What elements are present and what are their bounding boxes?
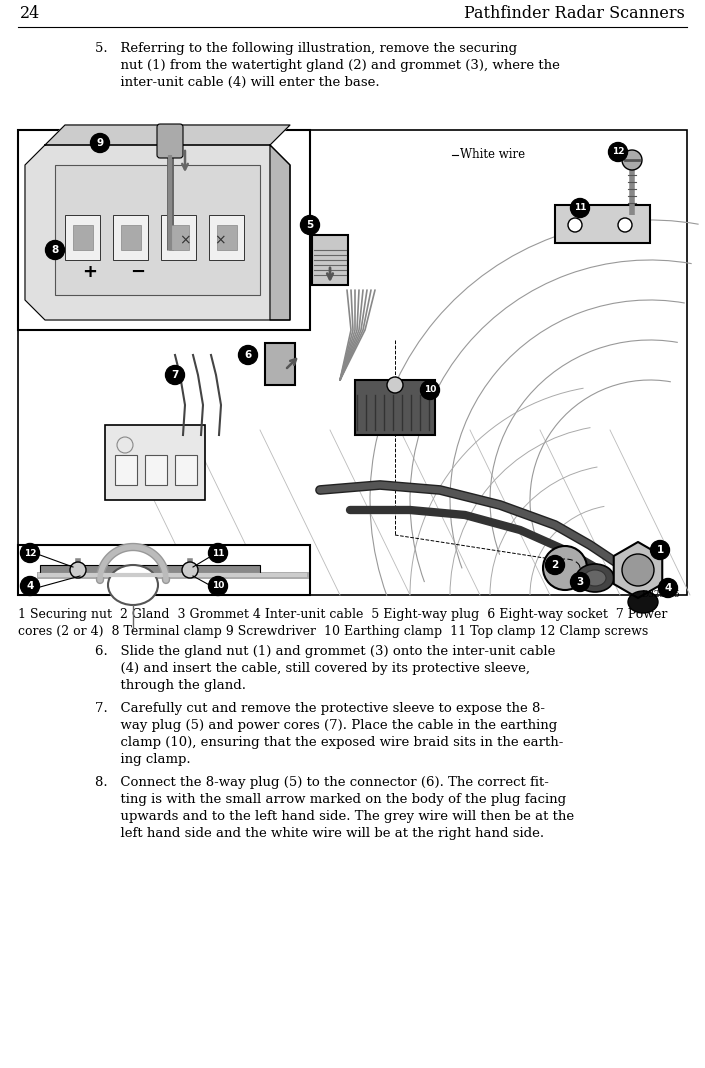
Text: 24: 24	[20, 5, 40, 22]
Bar	[113, 215, 148, 260]
Bar	[73, 225, 93, 250]
Ellipse shape	[576, 564, 614, 592]
Circle shape	[20, 577, 39, 596]
Text: 4: 4	[664, 583, 672, 593]
Text: +: +	[82, 263, 97, 281]
Text: 6.   Slide the gland nut (1) and grommet (3) onto the inter-unit cable: 6. Slide the gland nut (1) and grommet (…	[95, 645, 556, 658]
Bar	[555, 205, 650, 244]
Text: ×: ×	[179, 233, 191, 247]
Text: clamp (10), ensuring that the exposed wire braid sits in the earth-: clamp (10), ensuring that the exposed wi…	[95, 736, 563, 749]
Text: ×: ×	[214, 233, 226, 247]
Bar	[115, 455, 137, 485]
Text: 9: 9	[97, 138, 104, 148]
Text: 8: 8	[51, 245, 59, 255]
Text: inter-unit cable (4) will enter the base.: inter-unit cable (4) will enter the base…	[95, 76, 379, 89]
Ellipse shape	[108, 565, 158, 604]
Circle shape	[420, 380, 439, 399]
Bar	[175, 455, 197, 485]
Circle shape	[300, 216, 319, 235]
Polygon shape	[614, 541, 662, 598]
Circle shape	[20, 544, 39, 563]
Circle shape	[90, 134, 109, 153]
Text: 5.   Referring to the following illustration, remove the securing: 5. Referring to the following illustrati…	[95, 42, 517, 54]
Circle shape	[543, 546, 587, 590]
Bar	[40, 565, 260, 575]
Bar	[355, 380, 435, 435]
Bar	[169, 225, 189, 250]
Text: nut (1) from the watertight gland (2) and grommet (3), where the: nut (1) from the watertight gland (2) an…	[95, 59, 560, 72]
Ellipse shape	[628, 591, 658, 613]
Ellipse shape	[584, 570, 606, 586]
FancyBboxPatch shape	[105, 425, 205, 500]
Circle shape	[546, 555, 565, 575]
Text: left hand side and the white wire will be at the right hand side.: left hand side and the white wire will b…	[95, 827, 544, 841]
Bar	[18, 130, 310, 330]
Text: White wire: White wire	[460, 148, 525, 161]
Circle shape	[387, 377, 403, 393]
Text: upwards and to the left hand side. The grey wire will then be at the: upwards and to the left hand side. The g…	[95, 810, 574, 823]
Circle shape	[209, 577, 228, 596]
Bar	[145, 455, 167, 485]
Circle shape	[209, 544, 228, 563]
Bar	[65, 215, 100, 260]
Bar	[265, 343, 295, 384]
Polygon shape	[25, 145, 290, 320]
Bar	[18, 130, 687, 595]
Text: −: −	[130, 263, 145, 281]
Text: 7.   Carefully cut and remove the protective sleeve to expose the 8-: 7. Carefully cut and remove the protecti…	[95, 702, 545, 714]
Text: D3230-5: D3230-5	[642, 590, 680, 599]
Circle shape	[651, 540, 670, 560]
FancyBboxPatch shape	[157, 124, 183, 158]
Circle shape	[238, 346, 257, 364]
Text: 12: 12	[612, 147, 624, 157]
Bar	[18, 545, 310, 595]
Circle shape	[622, 554, 654, 586]
Circle shape	[70, 562, 86, 578]
Text: 1: 1	[656, 545, 663, 555]
Circle shape	[182, 562, 198, 578]
Bar	[217, 225, 237, 250]
Polygon shape	[270, 145, 290, 320]
Text: ting is with the small arrow marked on the body of the plug facing: ting is with the small arrow marked on t…	[95, 794, 566, 806]
Circle shape	[166, 365, 185, 384]
Bar	[121, 225, 141, 250]
Text: cores (2 or 4)  8 Terminal clamp 9 Screwdriver  10 Earthing clamp  11 Top clamp : cores (2 or 4) 8 Terminal clamp 9 Screwd…	[18, 625, 649, 638]
Text: 4: 4	[26, 581, 34, 591]
Text: Pathfinder Radar Scanners: Pathfinder Radar Scanners	[464, 5, 685, 22]
Text: (4) and insert the cable, still covered by its protective sleeve,: (4) and insert the cable, still covered …	[95, 662, 530, 675]
Text: 3: 3	[577, 577, 584, 587]
Text: 11: 11	[212, 549, 224, 557]
Text: 8.   Connect the 8-way plug (5) to the connector (6). The correct fit-: 8. Connect the 8-way plug (5) to the con…	[95, 776, 549, 789]
Circle shape	[570, 572, 589, 592]
Bar	[312, 235, 348, 285]
Polygon shape	[45, 125, 290, 145]
Text: 7: 7	[171, 370, 178, 380]
Bar	[209, 215, 244, 260]
Text: ing clamp.: ing clamp.	[95, 753, 190, 766]
Text: 1 Securing nut  2 Gland  3 Grommet 4 Inter-unit cable  5 Eight-way plug  6 Eight: 1 Securing nut 2 Gland 3 Grommet 4 Inter…	[18, 608, 668, 621]
Circle shape	[568, 218, 582, 232]
Circle shape	[618, 218, 632, 232]
Text: 10: 10	[212, 581, 224, 591]
Text: 12: 12	[24, 549, 36, 557]
Circle shape	[570, 199, 589, 218]
Bar	[161, 215, 196, 260]
Text: 11: 11	[574, 204, 587, 213]
Circle shape	[622, 150, 642, 170]
Text: 10: 10	[424, 386, 436, 394]
Text: 5: 5	[307, 220, 314, 230]
Bar	[55, 164, 260, 295]
Text: way plug (5) and power cores (7). Place the cable in the earthing: way plug (5) and power cores (7). Place …	[95, 719, 557, 732]
Text: 2: 2	[551, 560, 558, 570]
Circle shape	[608, 142, 627, 161]
Circle shape	[658, 579, 678, 597]
Text: through the gland.: through the gland.	[95, 679, 246, 692]
Circle shape	[46, 240, 64, 260]
Text: 6: 6	[245, 350, 252, 360]
